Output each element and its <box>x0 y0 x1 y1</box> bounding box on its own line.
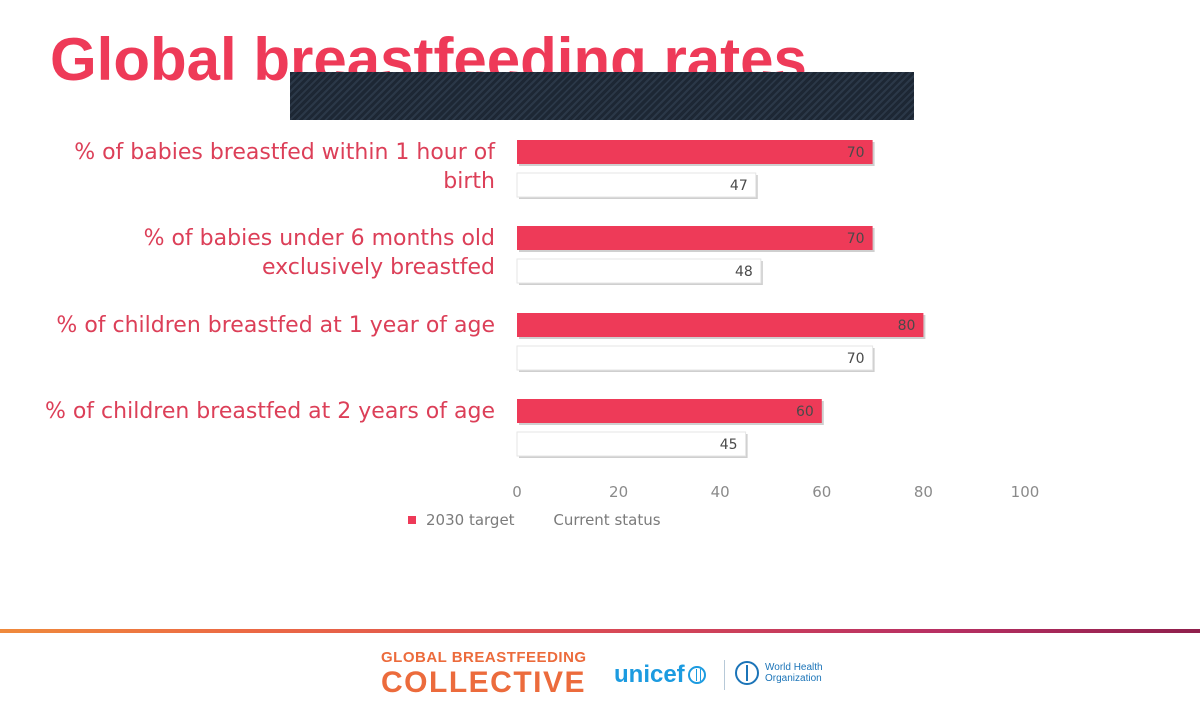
data-label-current: 47 <box>730 178 748 194</box>
bar-current <box>516 172 757 198</box>
data-label-current: 45 <box>720 437 738 453</box>
x-tick-label: 20 <box>609 483 628 501</box>
redaction-block <box>290 72 914 120</box>
gbc-logo-line2: COLLECTIVE <box>381 666 587 699</box>
gbc-logo: GLOBAL BREASTFEEDING COLLECTIVE <box>381 650 587 698</box>
x-tick-label: 100 <box>1011 483 1040 501</box>
bar-target <box>517 140 873 164</box>
data-label-target: 70 <box>847 145 865 161</box>
legend-label-target: 2030 target <box>426 511 515 529</box>
category-label: % of children breastfed at 2 years of ag… <box>44 399 495 424</box>
data-label-current: 48 <box>735 264 753 280</box>
legend-label-current: Current status <box>553 511 661 529</box>
category-label: % of children breastfed at 1 year of age <box>56 313 495 338</box>
x-tick-label: 80 <box>914 483 933 501</box>
data-label-current: 70 <box>847 351 865 367</box>
legend-item-current: Current status <box>553 511 660 529</box>
category-label: % of babies breastfed within 1 hour of b… <box>74 140 495 194</box>
legend-swatch-target <box>408 516 416 524</box>
who-logo-line2: Organization <box>765 673 822 684</box>
bar-current <box>516 431 747 457</box>
data-label-target: 70 <box>847 231 865 247</box>
logo-divider <box>724 660 725 690</box>
globe-icon <box>687 666 706 684</box>
bar-current <box>516 345 874 371</box>
data-label-target: 80 <box>898 318 916 334</box>
who-logo-line1: World Health <box>765 662 823 673</box>
legend-item-target: 2030 target <box>408 511 515 529</box>
gbc-logo-line1: GLOBAL BREASTFEEDING <box>381 649 587 666</box>
bar-target <box>517 399 822 423</box>
bar-current <box>516 258 762 284</box>
unicef-logo-text: unicef <box>614 661 685 688</box>
category-label: % of babies under 6 months old exclusive… <box>143 226 495 280</box>
bar-target <box>517 313 924 337</box>
bar-target <box>517 226 873 250</box>
x-tick-label: 0 <box>512 483 522 501</box>
who-emblem-icon <box>735 661 759 685</box>
footer-gradient-bar <box>0 629 1200 633</box>
x-tick-label: 40 <box>711 483 730 501</box>
data-label-target: 60 <box>796 404 814 420</box>
chart-legend: 2030 target Current status <box>408 511 661 529</box>
who-logo-text: World Health Organization <box>765 662 823 684</box>
x-tick-label: 60 <box>812 483 831 501</box>
unicef-logo: unicef <box>614 661 706 689</box>
